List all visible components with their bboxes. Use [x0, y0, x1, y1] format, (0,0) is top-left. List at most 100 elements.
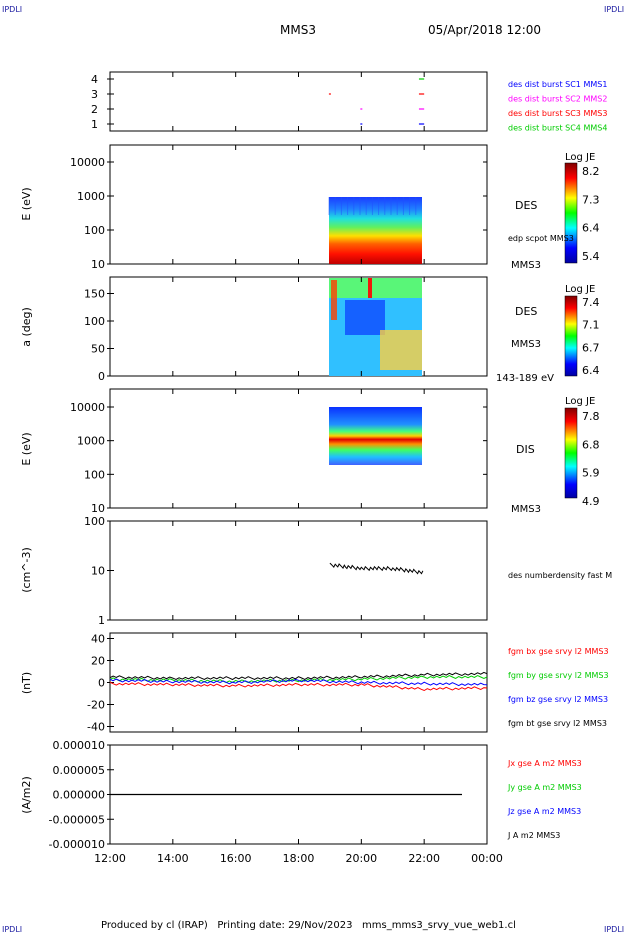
p2-cbar-tick: 5.4 [582, 250, 600, 263]
p2-ytick-label: 1000 [77, 190, 105, 203]
pa-band-2 [345, 300, 385, 335]
bfield-series-4 [109, 671, 488, 681]
plot-date: 05/Apr/2018 12:00 [428, 23, 541, 37]
p1-ytick-label: 3 [91, 88, 98, 101]
colorbar-p2 [564, 162, 578, 264]
p7-ytick-label: -0.000010 [49, 838, 105, 851]
dis-energy-spectrogram [329, 407, 422, 465]
p7-ytick-label: -0.000005 [49, 813, 105, 826]
p2-ytick-label: 10000 [70, 156, 105, 169]
p1-ytick-label: 2 [91, 103, 98, 116]
panel-3-frame [109, 276, 488, 377]
p2-right-bottom: MMS3 [511, 260, 541, 271]
p3-cbar-tick: 6.7 [582, 341, 600, 354]
p5-ytick-label: 10 [91, 565, 105, 578]
p2-cbar-title: Log JE [565, 152, 595, 163]
p4-cbar-title: Log JE [565, 396, 595, 407]
panel-6-frame [109, 632, 488, 733]
p3-right-sub: MMS3 [511, 339, 541, 350]
p2-ylabel: E (eV) [20, 187, 33, 220]
p7-ytick-label: 0.000000 [53, 789, 106, 802]
p6-ylabel: (nT) [20, 672, 33, 694]
p4-ytick-label: 10 [91, 502, 105, 515]
corner-label-br: IPDLI [604, 925, 624, 934]
p5-ylabel: (cm^-3) [20, 547, 33, 593]
p4-cbar-tick: 5.9 [582, 467, 600, 480]
corner-label-tr: IPDLI [604, 5, 624, 14]
p2-right-label: DES [515, 199, 537, 212]
p4-cbar-tick: 7.8 [582, 410, 600, 423]
panel-2-frame [109, 144, 488, 265]
p6-ytick-label: -20 [87, 699, 105, 712]
p5-legend: des numberdensity fast M [508, 571, 612, 580]
p6-ytick-label: 0 [98, 677, 105, 690]
p1-ytick-label: 4 [91, 73, 98, 86]
p4-right-bottom: MMS3 [511, 504, 541, 515]
p3-right-bottom: 143-189 eV [496, 373, 554, 384]
p3-ytick-label: 0 [98, 370, 105, 383]
p3-right-label: DES [515, 305, 537, 318]
p3-ytick-label: 100 [84, 315, 105, 328]
panel-4-frame [109, 388, 488, 509]
p5-ytick-label: 1 [98, 614, 105, 627]
time-tick-label: 14:00 [157, 852, 189, 865]
p3-ytick-label: 50 [91, 343, 105, 356]
p6-legend-3: fgm bz gse srvy l2 MMS3 [508, 695, 608, 704]
time-tick-label: 20:00 [345, 852, 377, 865]
des-energy-spectrogram [329, 197, 422, 264]
time-tick-label: 12:00 [94, 852, 126, 865]
p4-ylabel: E (eV) [20, 432, 33, 465]
p7-ytick-label: 0.000005 [53, 764, 106, 777]
p2-right-sub: edp scpot MMS3 [508, 234, 574, 243]
bfield-series-1 [109, 681, 488, 692]
p2-cbar-tick: 6.4 [582, 222, 600, 235]
p5-ytick-label: 100 [84, 515, 105, 528]
p7-legend-3: Jz gse A m2 MMS3 [507, 807, 581, 816]
footer-text: Produced by cl (IRAP) Printing date: 29/… [101, 920, 516, 931]
p3-cbar-tick: 6.4 [582, 364, 600, 377]
colorbar-p4 [564, 407, 578, 499]
panel-5-frame [109, 520, 488, 621]
p1-legend-1: des dist burst SC1 MMS1 [508, 80, 607, 89]
p6-ytick-label: 40 [91, 633, 105, 646]
p3-ytick-label: 150 [84, 288, 105, 301]
p3-ylabel: a (deg) [20, 307, 33, 347]
p3-cbar-tick: 7.1 [582, 319, 600, 332]
p7-ylabel: (A/m2) [20, 776, 33, 814]
p6-legend-2: fgm by gse srvy l2 MMS3 [508, 671, 609, 680]
pa-band-5 [368, 278, 372, 298]
p2-ytick-label: 100 [84, 224, 105, 237]
time-tick-label: 22:00 [408, 852, 440, 865]
bfield-series-2 [109, 675, 488, 684]
corner-label-bl: IPDLI [2, 925, 22, 934]
panel-1-frame [109, 71, 488, 132]
pa-band-3 [380, 330, 422, 370]
corner-label-tl: IPDLI [2, 5, 22, 14]
p7-legend-2: Jy gse A m2 MMS3 [507, 783, 582, 792]
time-tick-label: 18:00 [283, 852, 315, 865]
plot-title: MMS3 [280, 23, 316, 37]
p3-cbar-title: Log JE [565, 284, 595, 295]
p4-cbar-tick: 6.8 [582, 438, 600, 451]
p4-ytick-label: 100 [84, 468, 105, 481]
pa-band-1 [329, 278, 422, 298]
p3-cbar-tick: 7.4 [582, 296, 600, 309]
bfield-series-3 [109, 678, 488, 687]
p4-ytick-label: 1000 [77, 435, 105, 448]
pa-band-4 [331, 280, 337, 320]
generated-marks: 12:00 14:00 16:00 18:00 20:00 22:00 00:00 4 3 2 1 d… [20, 72, 609, 865]
p2-cbar-tick: 8.2 [582, 165, 600, 178]
p4-right-label: DIS [516, 443, 535, 456]
p1-legend-3: des dist burst SC3 MMS3 [508, 109, 607, 118]
density-series [329, 562, 424, 575]
p1-legend-4: des dist burst SC4 MMS4 [508, 124, 607, 133]
p7-legend-1: Jx gse A m2 MMS3 [507, 759, 582, 768]
time-tick-label: 00:00 [471, 852, 503, 865]
p6-legend-4: fgm bt gse srvy l2 MMS3 [508, 719, 607, 728]
time-tick-label: 16:00 [220, 852, 252, 865]
p2-cbar-tick: 7.3 [582, 193, 600, 206]
colorbar-p3 [564, 295, 578, 377]
p7-legend-4: J A m2 MMS3 [507, 831, 560, 840]
p4-cbar-tick: 4.9 [582, 495, 600, 508]
